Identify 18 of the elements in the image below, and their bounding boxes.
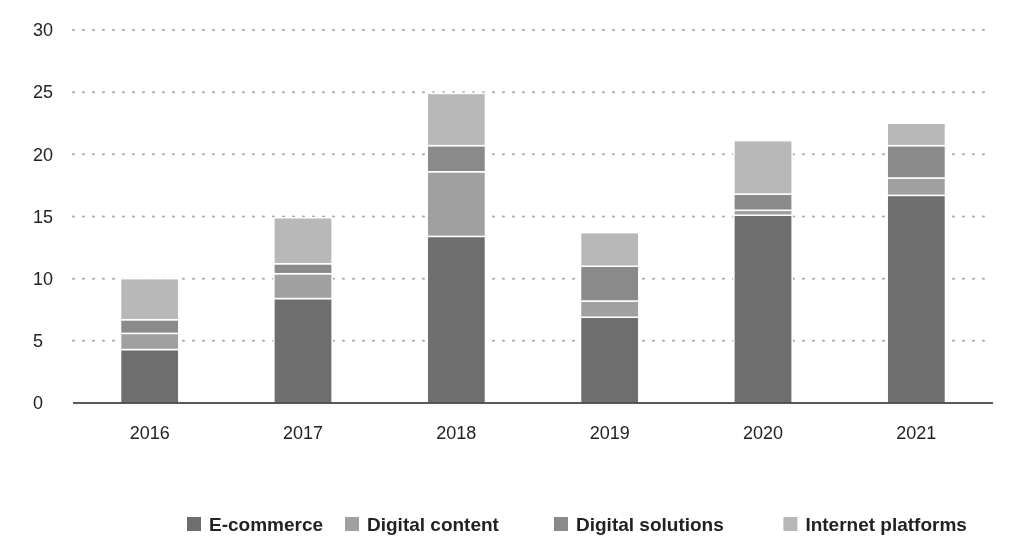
y-tick-label: 20: [33, 144, 54, 165]
y-tick-label: 30: [33, 20, 54, 41]
legend-label: Internet platforms: [805, 514, 967, 535]
y-tick-label: 25: [33, 82, 54, 103]
legend-label: Digital solutions: [576, 514, 724, 535]
legend-label: E-commerce: [209, 514, 324, 535]
x-tick-label: 2019: [589, 423, 630, 443]
legend-label: Digital content: [367, 514, 500, 535]
x-tick-label: 2016: [129, 423, 170, 443]
x-tick-label: 2017: [282, 423, 324, 443]
bar: [733, 214, 793, 404]
y-tick-label: 0: [33, 393, 44, 414]
x-tick-label: 2018: [436, 423, 477, 443]
y-tick-label: 15: [33, 206, 54, 227]
y-tick-label: 10: [33, 268, 54, 289]
y-tick-label: 5: [33, 331, 44, 352]
x-tick-label: 2020: [742, 423, 784, 443]
x-tick-label: 2021: [896, 423, 937, 443]
